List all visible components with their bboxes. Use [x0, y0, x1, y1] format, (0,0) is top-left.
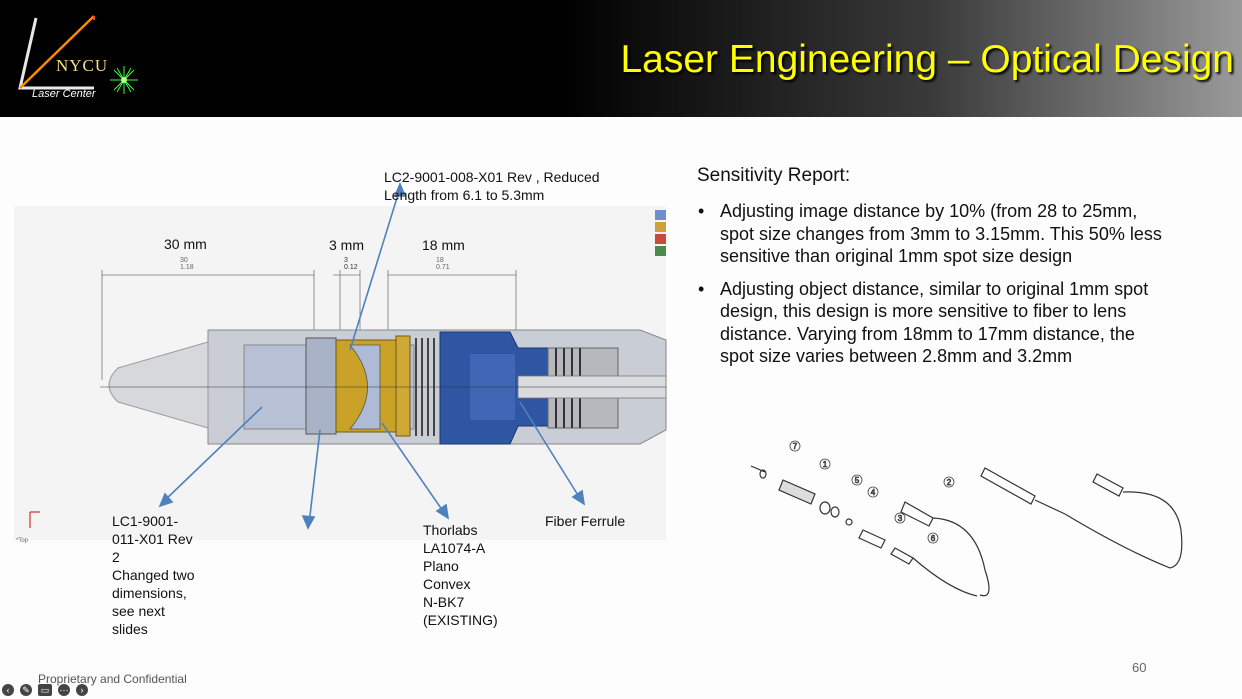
- callout-top-line1: LC2-9001-008-X01 Rev , Reduced: [384, 169, 600, 185]
- logo-text: NYCU: [56, 56, 109, 75]
- dim-30mm-small: 30 1.18: [180, 257, 194, 271]
- part-number-1: 1: [823, 460, 828, 469]
- dim-3mm-small: 3 0.12: [344, 257, 358, 271]
- callout-top-line2: Length from 6.1 to 5.3mm: [384, 187, 545, 203]
- previous-slide-icon[interactable]: ‹: [2, 684, 14, 696]
- callout-ferrule: Fiber Ferrule: [545, 513, 626, 529]
- cross-section-diagram: [14, 181, 667, 540]
- dim-3mm: 3 mm: [329, 237, 364, 253]
- bullet-1: • Adjusting image distance by 10% (from …: [698, 201, 1162, 266]
- dim-30mm: 30 mm: [164, 236, 207, 252]
- page-number: 60: [1132, 660, 1147, 675]
- nycu-logo-icon: [18, 15, 138, 94]
- next-slide-icon[interactable]: ›: [76, 684, 88, 696]
- dim-18mm: 18 mm: [422, 237, 465, 253]
- report-title: Sensitivity Report:: [697, 165, 851, 186]
- report-bullets: • Adjusting image distance by 10% (from …: [698, 200, 1238, 378]
- pen-icon[interactable]: ✎: [20, 684, 32, 696]
- part-number-5: 5: [855, 476, 860, 485]
- captions-icon[interactable]: ▭: [38, 684, 52, 696]
- callout-lens: Thorlabs LA1074-A Plano Convex N-BK7 (EX…: [423, 522, 498, 628]
- slide-header: NYCU Laser Center Laser Engineering – Op…: [0, 0, 1242, 117]
- part-number-3: 3: [898, 514, 903, 523]
- part-number-7: 7: [793, 442, 798, 451]
- more-options-icon[interactable]: ⋯: [58, 684, 70, 696]
- logo-subtitle: Laser Center: [32, 88, 96, 100]
- callout-left: LC1-9001- 011-X01 Rev 2 Changed two dime…: [112, 513, 195, 637]
- slideshow-controls: ‹ ✎ ▭ ⋯ ›: [0, 684, 88, 699]
- part-number-6: 6: [931, 534, 936, 543]
- footer-confidential: Proprietary and Confidential: [38, 672, 187, 686]
- axis-label: *Top: [16, 538, 29, 544]
- exploded-assembly-drawing: 7 1 5 4 3 2 6: [750, 440, 1183, 597]
- part-number-4: 4: [871, 488, 876, 497]
- bullet-2: • Adjusting object distance, similar to …: [698, 278, 1149, 367]
- part-number-2: 2: [947, 478, 952, 487]
- slide-title: Laser Engineering – Optical Design: [620, 38, 1234, 81]
- dim-18mm-small: 18 0.71: [436, 257, 450, 271]
